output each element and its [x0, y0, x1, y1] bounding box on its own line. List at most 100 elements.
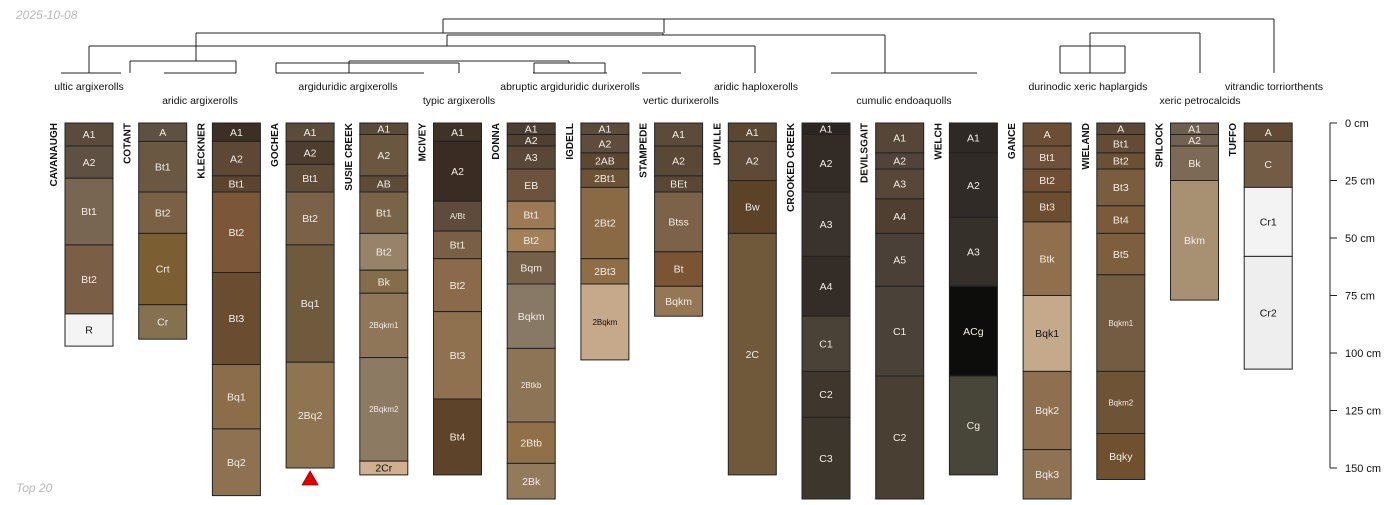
horizon-band — [506, 421, 556, 464]
profile-name: WIELAND — [1081, 123, 1092, 170]
horizon-band — [433, 398, 482, 476]
horizon-label: AB — [377, 179, 391, 191]
horizon-label: Bqk3 — [1035, 469, 1059, 481]
horizon-label: Bq1 — [301, 298, 320, 310]
horizon-label: Bq2 — [227, 457, 246, 469]
horizon-label: A — [1265, 127, 1272, 139]
depth-tick-label: 100 cm — [1345, 348, 1381, 360]
horizon-label: Bqkm — [665, 296, 692, 308]
depth-tick-label: 125 cm — [1345, 406, 1381, 418]
horizon-band — [1096, 433, 1146, 480]
horizon-label: A2 — [967, 180, 980, 192]
horizon-label: A2 — [893, 156, 906, 168]
horizon-label: 2Bt3 — [594, 266, 616, 278]
depth-tick-label: 50 cm — [1345, 233, 1375, 245]
taxon-label: vertic durixerolls — [643, 95, 719, 107]
horizon-label: A — [1044, 129, 1051, 141]
horizon-label: Bt1 — [302, 173, 318, 185]
horizon-label: Bt2 — [1039, 175, 1055, 187]
horizon-label: 2Bqkm1 — [369, 321, 399, 330]
horizon-label: A2 — [377, 150, 390, 162]
horizon-band — [654, 285, 704, 317]
profile-name: CROOKED CREEK — [786, 122, 797, 212]
horizon-band — [64, 244, 114, 315]
taxon-label: argiduridic argixerolls — [298, 81, 397, 93]
horizon-label: C1 — [819, 338, 833, 350]
horizon-label: C1 — [893, 326, 907, 338]
horizon-label: Cg — [967, 420, 981, 432]
horizon-label: A2 — [820, 158, 833, 170]
horizon-label: C3 — [819, 453, 833, 465]
horizon-label: Bqkm1 — [1108, 319, 1133, 328]
horizon-label: Cr — [157, 317, 169, 329]
horizon-label: Bt1 — [376, 207, 392, 219]
horizon-band — [654, 145, 704, 177]
horizon-label: ACg — [963, 326, 984, 338]
horizon-label: BEt — [670, 179, 687, 191]
depth-tick-label: 150 cm — [1345, 463, 1381, 475]
horizon-band — [801, 315, 851, 372]
horizon-label: Bt4 — [450, 432, 466, 444]
horizon-label: Bqkm2 — [1108, 398, 1133, 407]
horizon-band — [654, 251, 704, 287]
taxon-label: cumulic endoaquolls — [856, 95, 951, 107]
horizon-label: A4 — [820, 281, 833, 293]
horizon-label: Bqkm — [518, 311, 545, 323]
profile-name: UPVILLE — [712, 123, 723, 166]
taxon-label: vitrandic torriorthents — [1225, 81, 1323, 93]
taxon-label: aridic argixerolls — [162, 95, 238, 107]
profile-name: SPILOCK — [1155, 122, 1166, 167]
horizon-label: Bt1 — [450, 240, 466, 252]
profile-name: CAVANAUGH — [49, 123, 60, 187]
horizon-label: Bt2 — [81, 274, 97, 286]
horizon-band — [211, 364, 261, 430]
horizon-band — [1096, 274, 1146, 372]
horizon-band — [1022, 370, 1072, 451]
profile-name: IGDELL — [565, 123, 576, 160]
horizon-band — [359, 292, 409, 359]
horizon-label: Bt3 — [229, 313, 245, 325]
horizon-label: A2 — [672, 156, 685, 168]
horizon-band — [948, 375, 998, 476]
horizon-band — [64, 313, 114, 347]
horizon-label: A1 — [83, 129, 96, 141]
horizon-band — [875, 232, 925, 287]
horizon-label: Btss — [668, 217, 688, 229]
horizon-label: Bk — [1188, 158, 1201, 170]
horizon-band — [727, 180, 777, 234]
horizon-label: A1 — [598, 123, 611, 135]
horizon-label: Btk — [1040, 253, 1056, 265]
horizon-band — [506, 462, 556, 500]
horizon-band — [359, 134, 409, 177]
horizon-label: 2Bt2 — [594, 218, 616, 230]
horizon-label: R — [85, 325, 93, 337]
horizon-label: A1 — [525, 123, 538, 135]
profile-name: DEVILSGAIT — [860, 123, 871, 183]
horizon-label: A — [1117, 123, 1124, 135]
profile-name: GOCHEA — [270, 123, 281, 167]
horizon-label: Bt1 — [81, 206, 97, 218]
profile-name: TUFFO — [1228, 123, 1239, 157]
horizon-label: Bk — [378, 276, 391, 288]
horizon-label: A1 — [967, 133, 980, 145]
profile-name: GANCE — [1007, 123, 1018, 159]
horizon-label: Bt1 — [155, 161, 171, 173]
horizon-band — [801, 370, 851, 418]
horizon-band — [359, 191, 409, 234]
horizon-band — [1243, 140, 1293, 188]
horizon-label: A1 — [1188, 123, 1201, 135]
horizon-band — [138, 304, 188, 340]
horizon-label: 2Bq2 — [298, 410, 323, 422]
horizon-label: A1 — [304, 127, 317, 139]
profile-name: DONNA — [491, 123, 502, 160]
horizon-band — [506, 347, 556, 423]
horizon-label: Bt2 — [302, 213, 318, 225]
horizon-band — [506, 283, 556, 349]
marker-triangle — [301, 470, 319, 486]
horizon-band — [138, 191, 188, 234]
horizon-label: Bt1 — [523, 210, 539, 222]
horizon-label: 2Btb — [520, 437, 542, 449]
horizon-band — [801, 416, 851, 500]
horizon-band — [211, 140, 261, 177]
horizon-band — [948, 216, 998, 287]
